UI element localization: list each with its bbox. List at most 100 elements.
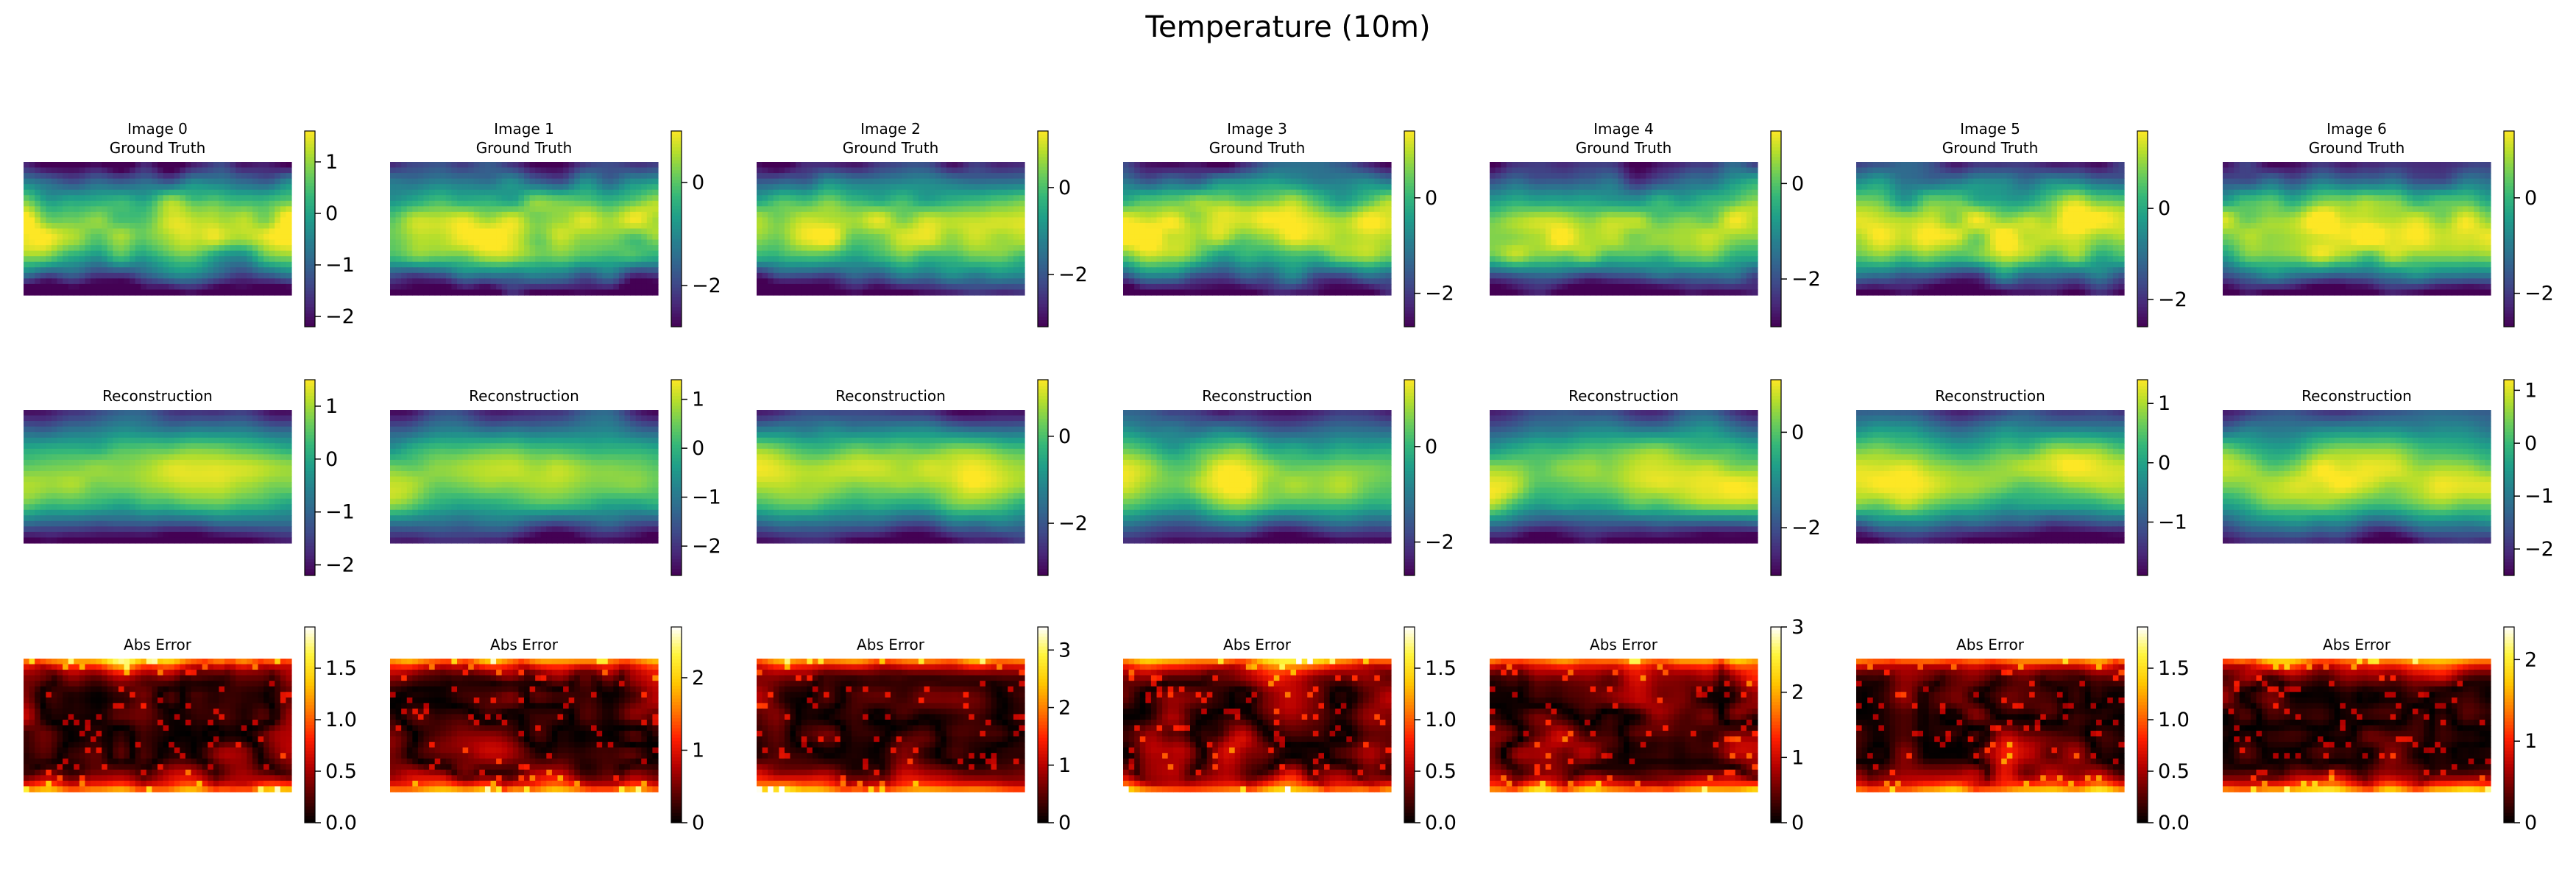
heatmap-cell (52, 168, 57, 174)
heatmap-cell (35, 781, 40, 787)
heatmap-cell (558, 173, 564, 179)
heatmap-cell (496, 416, 502, 422)
heatmap-cell (63, 449, 68, 455)
heatmap-cell (113, 443, 118, 449)
heatmap-cell (91, 223, 96, 229)
heatmap-cell (652, 284, 658, 290)
heatmap-cell (169, 770, 174, 776)
heatmap-cell (174, 201, 180, 207)
heatmap-cell (174, 449, 180, 455)
heatmap-cell (585, 289, 591, 295)
heatmap-cell (185, 162, 191, 168)
heatmap-cell (202, 229, 208, 235)
heatmap-cell (174, 499, 180, 505)
heatmap-cell (597, 410, 603, 416)
heatmap-cell (241, 737, 247, 743)
heatmap-cell (213, 454, 219, 460)
heatmap-cell (74, 526, 79, 532)
heatmap-cell (224, 477, 230, 483)
heatmap-cell (524, 256, 530, 262)
heatmap-cell (163, 504, 169, 510)
heatmap-cell (152, 670, 158, 676)
heatmap-cell (269, 229, 275, 235)
heatmap-cell (530, 168, 536, 174)
heatmap-cell (24, 273, 29, 279)
heatmap-cell (46, 709, 52, 715)
colorbar-segment (305, 748, 315, 751)
colorbar-segment (671, 147, 682, 151)
heatmap-cell (236, 273, 241, 279)
heatmap-cell (236, 781, 241, 787)
colorbar-segment (305, 807, 315, 810)
heatmap-cell (619, 234, 625, 240)
heatmap-cell (208, 504, 213, 510)
heatmap-cell (102, 410, 107, 416)
heatmap-cell (174, 753, 180, 759)
heatmap-cell (208, 284, 213, 290)
colorbar-segment (305, 689, 315, 692)
heatmap-cell (74, 168, 79, 174)
heatmap-cell (636, 245, 642, 251)
heatmap-cell (241, 748, 247, 754)
heatmap-cell (130, 223, 135, 229)
heatmap-cell (79, 709, 85, 715)
heatmap-cell (641, 245, 647, 251)
heatmap-cell (174, 206, 180, 212)
heatmap-cells (24, 659, 292, 793)
heatmap-cell (230, 223, 236, 229)
heatmap-cell (613, 262, 619, 268)
heatmap-cell (530, 251, 536, 257)
heatmap-cell (74, 173, 79, 179)
heatmap-cell (40, 477, 46, 483)
heatmap-cell (29, 488, 35, 494)
heatmap-cell (258, 162, 264, 168)
heatmap-cell (247, 676, 252, 681)
heatmap-cell (85, 416, 91, 422)
heatmap-cell (113, 775, 118, 781)
heatmap-cell (158, 482, 163, 488)
heatmap-cell (85, 217, 91, 223)
heatmap-cell (197, 526, 202, 532)
heatmap-cell (541, 289, 547, 295)
heatmap-cell (74, 465, 79, 471)
heatmap-cell (130, 289, 135, 295)
heatmap-cell (197, 223, 202, 229)
colorbar-segment (305, 445, 315, 449)
heatmap-cell (258, 432, 264, 438)
heatmap-cell (507, 162, 513, 168)
heatmap-cell (107, 482, 113, 488)
heatmap-cell (275, 537, 280, 543)
heatmap-cell (541, 162, 547, 168)
heatmap-cell (102, 206, 107, 212)
heatmap-cell (247, 786, 252, 792)
heatmap-cell (597, 173, 603, 179)
colorbar-segment (305, 816, 315, 820)
heatmap-cell (63, 460, 68, 466)
heatmap-cell (68, 432, 74, 438)
heatmap-cell (191, 532, 197, 538)
heatmap-cell (286, 759, 291, 765)
heatmap-cell (191, 454, 197, 460)
heatmap-cell (412, 184, 418, 190)
heatmap-cell (118, 764, 124, 770)
heatmap-cell (625, 416, 631, 422)
heatmap-cell (485, 251, 491, 257)
heatmap-cell (146, 670, 152, 676)
heatmap-cell (85, 759, 91, 765)
heatmap-cell (252, 515, 258, 521)
heatmap-cell (152, 278, 158, 284)
heatmap-cell (197, 737, 202, 743)
heatmap-cell (502, 184, 508, 190)
heatmap-cell (252, 471, 258, 477)
heatmap-cell (429, 179, 435, 185)
heatmap-cell (146, 206, 152, 212)
heatmap-cell (530, 267, 536, 273)
heatmap-cell (451, 267, 457, 273)
heatmap-cell (585, 195, 591, 201)
heatmap-cell (74, 262, 79, 268)
heatmap-cell (219, 162, 224, 168)
heatmap-cell (135, 786, 141, 792)
heatmap-cell (85, 770, 91, 776)
heatmap-cell (24, 471, 29, 477)
heatmap-cell (630, 162, 636, 168)
